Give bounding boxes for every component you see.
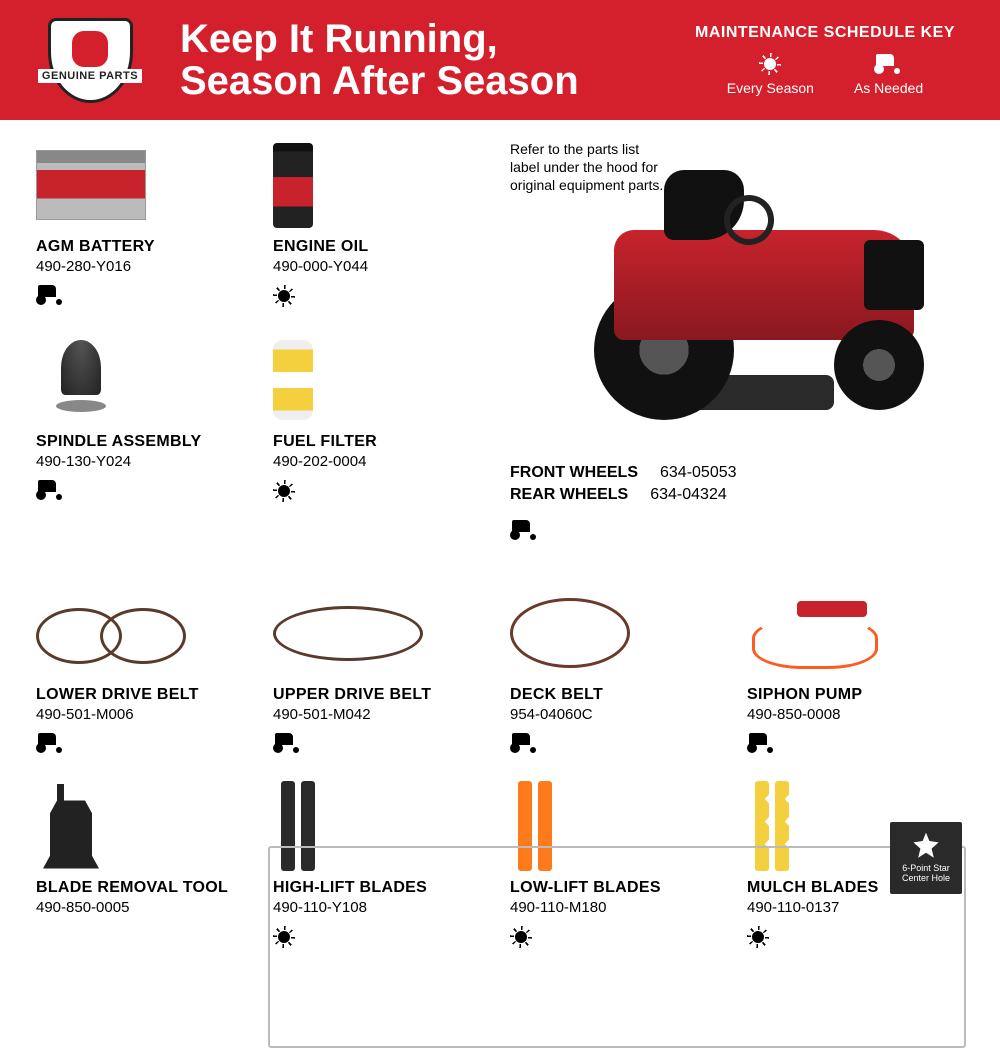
tractor-icon	[510, 733, 540, 753]
tractor-image	[554, 140, 974, 440]
part-fuel-filter: FUEL FILTER 490-202-0004	[273, 335, 490, 502]
tractor-icon	[36, 285, 66, 305]
siphon-image	[747, 596, 877, 671]
part-name: LOWER DRIVE BELT	[36, 686, 253, 704]
tractor-icon	[747, 733, 777, 753]
part-number: 490-130-Y024	[36, 453, 253, 470]
part-number: 954-04060C	[510, 706, 727, 723]
key-every-label: Every Season	[727, 80, 814, 96]
part-deck-belt: DECK BELT 954-04060C	[510, 588, 727, 753]
page-title: Keep It Running, Season After Season	[150, 18, 680, 102]
hblades-image	[273, 781, 323, 871]
tractor-icon	[510, 520, 540, 540]
part-name: AGM BATTERY	[36, 238, 253, 256]
sun-icon	[273, 480, 295, 502]
part-name: LOW-LIFT BLADES	[510, 879, 727, 897]
star-badge-label: 6-Point Star Center Hole	[894, 864, 958, 884]
part-name: HIGH-LIFT BLADES	[273, 879, 490, 897]
rear-wheels-num: 634-04324	[650, 486, 727, 504]
tool-image	[36, 784, 106, 869]
front-wheels-num: 634-05053	[660, 464, 737, 482]
part-high-lift-blades: HIGH-LIFT BLADES 490-110-Y108	[273, 781, 490, 948]
front-wheels-label: FRONT WHEELS	[510, 464, 638, 482]
part-name: BLADE REMOVAL TOOL	[36, 879, 253, 897]
title-line1: Keep It Running,	[180, 17, 498, 61]
sun-icon	[747, 926, 769, 948]
sun-icon	[510, 926, 532, 948]
part-name: SIPHON PUMP	[747, 686, 964, 704]
part-number: 490-501-M006	[36, 706, 253, 723]
content-area: AGM BATTERY 490-280-Y016 ENGINE OIL 490-…	[0, 120, 1000, 968]
part-name: FUEL FILTER	[273, 433, 490, 451]
part-engine-oil: ENGINE OIL 490-000-Y044	[273, 140, 490, 307]
sun-icon	[759, 53, 781, 75]
hero-tractor: Refer to the parts list label under the …	[510, 140, 964, 502]
part-number: 490-110-M180	[510, 899, 727, 916]
mblades-image	[747, 781, 797, 871]
part-name: SPINDLE ASSEMBLY	[36, 433, 253, 451]
part-name: ENGINE OIL	[273, 238, 490, 256]
part-lower-belt: LOWER DRIVE BELT 490-501-M006	[36, 588, 253, 753]
part-number: 490-850-0005	[36, 899, 253, 916]
upper-belt-image	[273, 606, 423, 661]
lblades-image	[510, 781, 560, 871]
key-every-season: Every Season	[727, 50, 814, 96]
badge-label: GENUINE PARTS	[38, 69, 142, 83]
part-number: 490-000-Y044	[273, 258, 490, 275]
part-number: 490-850-0008	[747, 706, 964, 723]
wheel-labels: FRONT WHEELS 634-05053 REAR WHEELS 634-0…	[510, 464, 737, 508]
part-number: 490-280-Y016	[36, 258, 253, 275]
part-spindle: SPINDLE ASSEMBLY 490-130-Y024	[36, 335, 253, 502]
spindle-image	[36, 340, 126, 420]
part-number: 490-110-0137	[747, 899, 964, 916]
star-badge: 6-Point Star Center Hole	[890, 822, 962, 894]
battery-image	[36, 150, 146, 220]
deck-belt-image	[510, 598, 630, 668]
part-agm-battery: AGM BATTERY 490-280-Y016	[36, 140, 253, 307]
key-title: MAINTENANCE SCHEDULE KEY	[680, 24, 970, 42]
filter-image	[273, 340, 313, 420]
spacer	[36, 530, 964, 560]
part-siphon: SIPHON PUMP 490-850-0008	[747, 588, 964, 753]
maintenance-key: MAINTENANCE SCHEDULE KEY Every Season As…	[680, 24, 970, 96]
part-name: DECK BELT	[510, 686, 727, 704]
rear-wheels-label: REAR WHEELS	[510, 486, 628, 504]
part-upper-belt: UPPER DRIVE BELT 490-501-M042	[273, 588, 490, 753]
title-line2: Season After Season	[180, 59, 579, 103]
shield-icon	[48, 18, 133, 103]
tractor-icon	[36, 733, 66, 753]
genuine-parts-badge: GENUINE PARTS	[30, 15, 150, 105]
tractor-icon	[273, 733, 303, 753]
tractor-icon	[874, 54, 904, 74]
key-asneeded-label: As Needed	[854, 80, 923, 96]
part-low-lift-blades: LOW-LIFT BLADES 490-110-M180	[510, 781, 727, 948]
oil-image	[273, 143, 313, 228]
part-name: UPPER DRIVE BELT	[273, 686, 490, 704]
tractor-icon	[36, 480, 66, 500]
part-number: 490-202-0004	[273, 453, 490, 470]
lower-belt-image	[36, 606, 186, 661]
key-as-needed: As Needed	[854, 50, 923, 96]
sun-icon	[273, 285, 295, 307]
part-blade-tool: BLADE REMOVAL TOOL 490-850-0005	[36, 781, 253, 948]
part-number: 490-110-Y108	[273, 899, 490, 916]
part-number: 490-501-M042	[273, 706, 490, 723]
header-banner: GENUINE PARTS Keep It Running, Season Af…	[0, 0, 1000, 120]
star-icon	[912, 833, 940, 861]
sun-icon	[273, 926, 295, 948]
